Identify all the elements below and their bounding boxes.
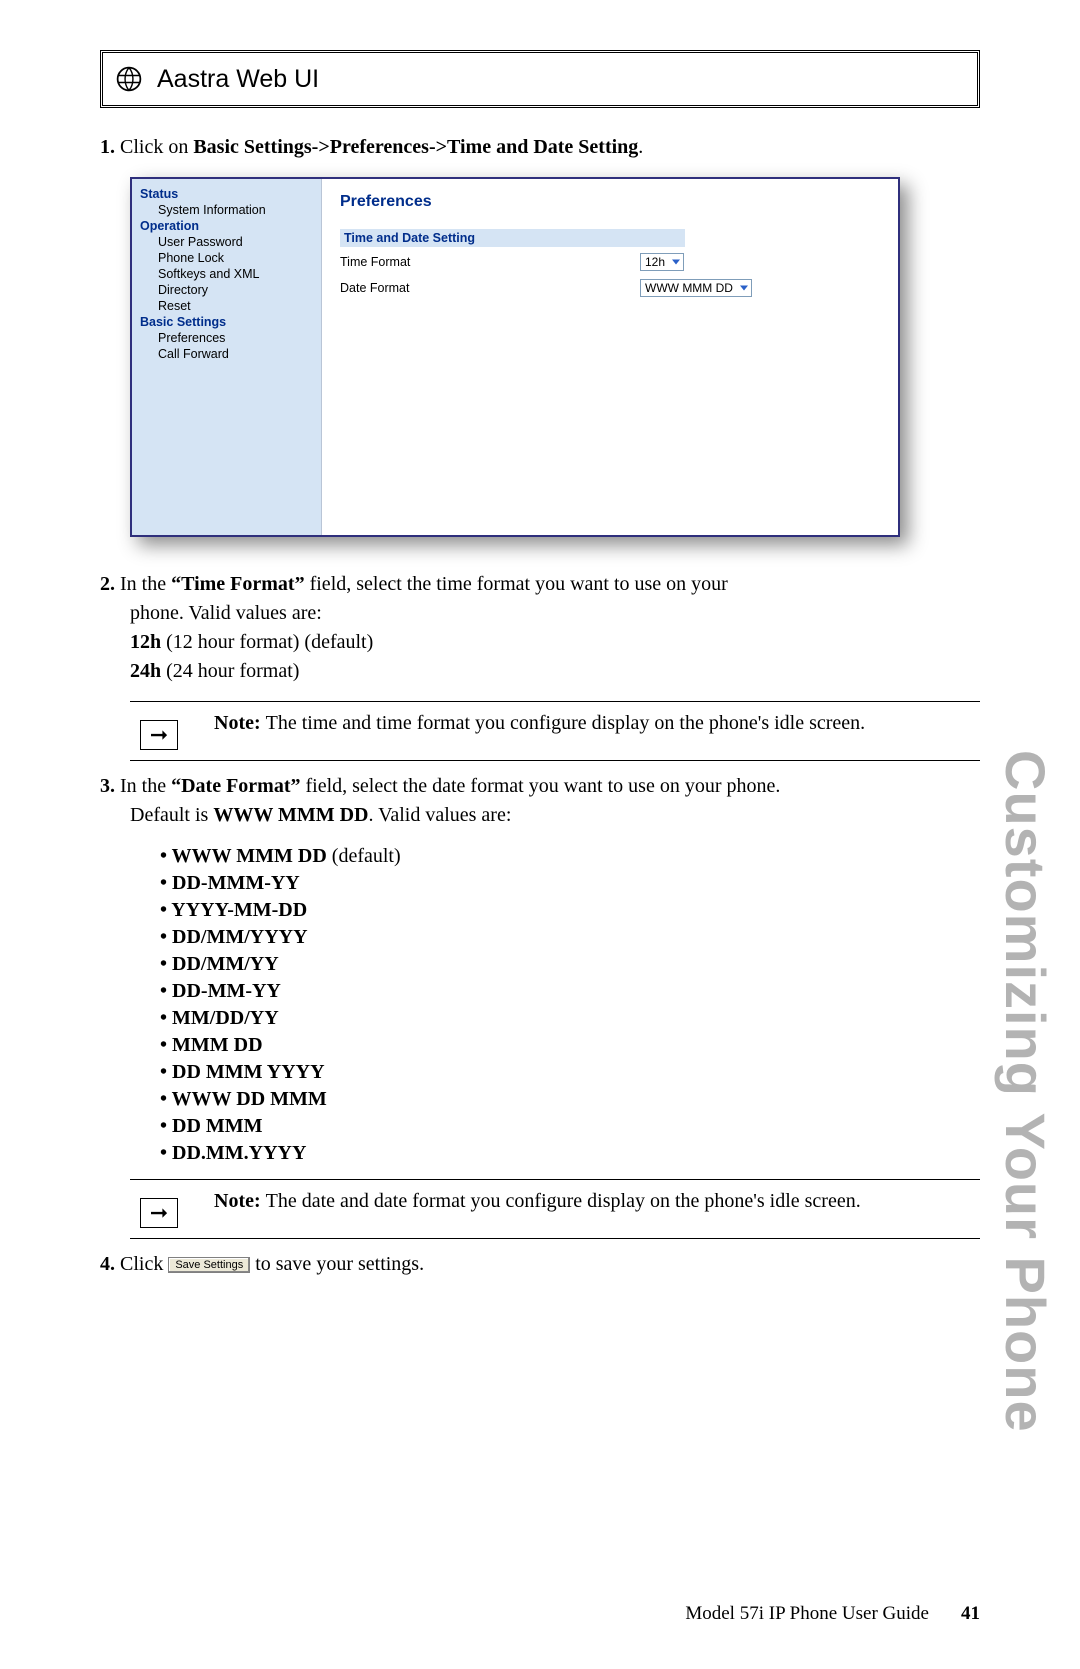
- list-item: MM/DD/YY: [160, 1007, 980, 1030]
- step-bold: WWW MMM DD: [213, 804, 368, 826]
- web-ui-header: Aastra Web UI: [100, 50, 980, 108]
- list-item: WWW DD MMM: [160, 1088, 980, 1111]
- note-date: ➞ Note: The date and date format you con…: [130, 1179, 980, 1239]
- nav-user-password[interactable]: User Password: [158, 235, 317, 249]
- nav-reset[interactable]: Reset: [158, 299, 317, 313]
- step-text: Click: [120, 1253, 168, 1275]
- step-text: Click on: [120, 136, 193, 158]
- format-note: (default): [327, 845, 401, 867]
- list-item: DD-MM-YY: [160, 980, 980, 1003]
- select-time-format[interactable]: 12h: [640, 253, 684, 271]
- note-label: Note:: [214, 1190, 266, 1212]
- footer-page-number: 41: [961, 1603, 980, 1625]
- note-arrow-icon: ➞: [140, 1198, 178, 1228]
- step-number: 1.: [100, 136, 115, 158]
- list-item: WWW MMM DD (default): [160, 845, 980, 868]
- nav-head-operation[interactable]: Operation: [140, 219, 317, 233]
- chapter-side-title: Customizing Your Phone: [993, 750, 1058, 1433]
- preferences-screenshot: Status System Information Operation User…: [130, 177, 900, 537]
- list-item: DD/MM/YY: [160, 953, 980, 976]
- step-text: field, select the date format you want t…: [301, 775, 781, 797]
- step-text: In the: [120, 775, 171, 797]
- step-number: 2.: [100, 573, 115, 595]
- label-date-format: Date Format: [340, 281, 640, 295]
- note-arrow-icon: ➞: [140, 720, 178, 750]
- preferences-title: Preferences: [340, 193, 880, 211]
- format-value: WWW MMM DD: [172, 845, 327, 867]
- value-12h: 12h: [130, 631, 161, 653]
- note-time: ➞ Note: The time and time format you con…: [130, 701, 980, 761]
- step-suffix: .: [638, 136, 643, 158]
- list-item: DD MMM YYYY: [160, 1061, 980, 1084]
- step-text: Default is: [130, 804, 213, 826]
- select-date-format[interactable]: WWW MMM DD: [640, 279, 752, 297]
- list-item: DD/MM/YYYY: [160, 926, 980, 949]
- nav-phone-lock[interactable]: Phone Lock: [158, 251, 317, 265]
- footer-guide: Model 57i IP Phone User Guide: [685, 1603, 929, 1625]
- save-settings-button[interactable]: Save Settings: [168, 1257, 250, 1273]
- list-item: DD-MMM-YY: [160, 872, 980, 895]
- note-body: The date and date format you configure d…: [266, 1190, 861, 1212]
- row-date-format: Date Format WWW MMM DD: [340, 279, 880, 297]
- date-format-list: WWW MMM DD (default) DD-MMM-YY YYYY-MM-D…: [160, 845, 980, 1165]
- note-text: Note: The time and time format you confi…: [214, 712, 980, 735]
- step-text: field, select the time format you want t…: [305, 573, 728, 595]
- step-1: 1. Click on Basic Settings->Preferences-…: [100, 136, 980, 159]
- value-24h: 24h: [130, 660, 161, 682]
- list-item: DD.MM.YYYY: [160, 1142, 980, 1165]
- step-text: to save your settings.: [250, 1253, 424, 1275]
- nav-system-info[interactable]: System Information: [158, 203, 317, 217]
- step-text: phone. Valid values are:: [130, 602, 980, 625]
- step-text: . Valid values are:: [368, 804, 511, 826]
- list-item: MMM DD: [160, 1034, 980, 1057]
- step-bold: “Time Format”: [171, 573, 305, 595]
- nav-head-basic[interactable]: Basic Settings: [140, 315, 317, 329]
- step-number: 4.: [100, 1253, 115, 1275]
- step-4: 4. Click Save Settings to save your sett…: [100, 1253, 980, 1276]
- step-3: 3. In the “Date Format” field, select th…: [100, 775, 980, 827]
- globe-icon: [113, 63, 145, 95]
- nav-head-status[interactable]: Status: [140, 187, 317, 201]
- note-body: The time and time format you configure d…: [266, 712, 866, 734]
- value-desc: (12 hour format) (default): [161, 631, 373, 653]
- note-text: Note: The date and date format you confi…: [214, 1190, 980, 1213]
- list-item: YYYY-MM-DD: [160, 899, 980, 922]
- value-desc: (24 hour format): [161, 660, 299, 682]
- nav-directory[interactable]: Directory: [158, 283, 317, 297]
- nav-softkeys[interactable]: Softkeys and XML: [158, 267, 317, 281]
- step-bold: Basic Settings->Preferences->Time and Da…: [193, 136, 638, 158]
- note-label: Note:: [214, 712, 266, 734]
- step-2: 2. In the “Time Format” field, select th…: [100, 573, 980, 683]
- nav-preferences[interactable]: Preferences: [158, 331, 317, 345]
- nav-call-forward[interactable]: Call Forward: [158, 347, 317, 361]
- row-time-format: Time Format 12h: [340, 253, 880, 271]
- preferences-panel: Preferences Time and Date Setting Time F…: [322, 179, 898, 535]
- step-bold: “Date Format”: [171, 775, 300, 797]
- label-time-format: Time Format: [340, 255, 640, 269]
- section-time-date: Time and Date Setting: [340, 229, 685, 247]
- header-title: Aastra Web UI: [157, 65, 319, 94]
- page-footer: Model 57i IP Phone User Guide 41: [685, 1603, 980, 1625]
- list-item: DD MMM: [160, 1115, 980, 1138]
- nav-sidebar: Status System Information Operation User…: [132, 179, 322, 535]
- step-text: In the: [120, 573, 171, 595]
- step-number: 3.: [100, 775, 115, 797]
- screenshot-frame: Status System Information Operation User…: [130, 177, 980, 537]
